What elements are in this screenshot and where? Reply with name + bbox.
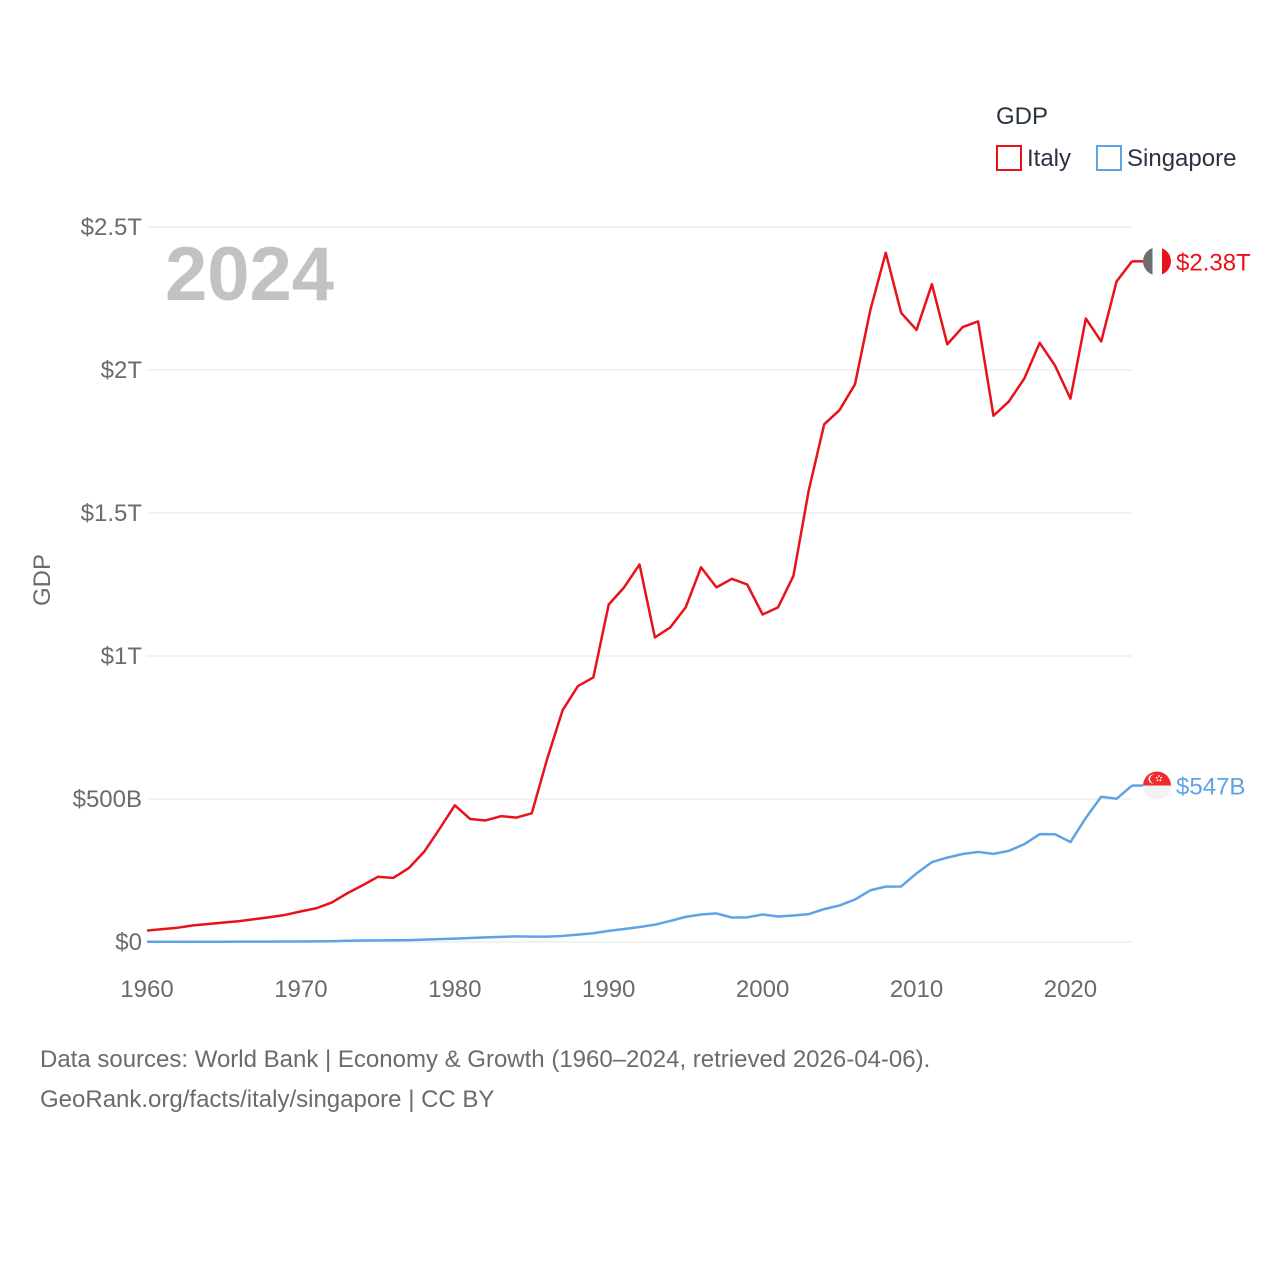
y-tick-label: $500B	[73, 786, 142, 813]
x-tick-label: 1980	[428, 976, 481, 1003]
legend-label-singapore[interactable]: Singapore	[1127, 145, 1236, 172]
series-layer	[146, 251, 1143, 944]
current-year-label: 2024	[165, 232, 334, 317]
legend-swatch-italy[interactable]	[996, 145, 1022, 171]
x-tick-label: 2000	[736, 976, 789, 1003]
y-axis-label: GDP	[29, 554, 56, 606]
x-tick-label: 1970	[274, 976, 327, 1003]
y-tick-label: $2T	[101, 357, 143, 384]
x-tick-label: 1960	[120, 976, 173, 1003]
y-tick-label: $1.5T	[81, 500, 143, 527]
y-tick-label: $0	[115, 929, 142, 956]
legend: GDP Italy Singapore	[996, 103, 1236, 172]
x-tick-label: 2010	[890, 976, 943, 1003]
y-axis-ticks: $0 $500B $1T $1.5T $2T $2.5T	[73, 214, 143, 956]
italy-end-value-label: $2.38T	[1176, 249, 1251, 276]
x-axis-ticks: 1960 1970 1980 1990 2000 2010 2020	[120, 976, 1097, 1003]
italy-flag-icon	[1143, 247, 1171, 276]
x-tick-label: 2020	[1044, 976, 1097, 1003]
series-line-singapore[interactable]	[146, 784, 1133, 944]
legend-label-italy[interactable]: Italy	[1027, 145, 1071, 172]
singapore-flag-icon	[1143, 771, 1171, 800]
footer-attribution: GeoRank.org/facts/italy/singapore | CC B…	[40, 1086, 495, 1113]
y-tick-label: $1T	[101, 643, 143, 670]
x-tick-label: 1990	[582, 976, 635, 1003]
singapore-end-value-label: $547B	[1176, 774, 1245, 801]
grid-layer	[147, 226, 1132, 943]
footer-sources: Data sources: World Bank | Economy & Gro…	[40, 1046, 931, 1073]
legend-title: GDP	[996, 103, 1048, 130]
series-line-italy[interactable]	[146, 251, 1133, 932]
y-tick-label: $2.5T	[81, 214, 143, 241]
legend-swatch-singapore[interactable]	[1096, 145, 1122, 171]
